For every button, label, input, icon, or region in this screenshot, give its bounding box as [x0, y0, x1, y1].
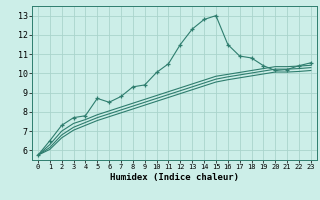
X-axis label: Humidex (Indice chaleur): Humidex (Indice chaleur)	[110, 173, 239, 182]
